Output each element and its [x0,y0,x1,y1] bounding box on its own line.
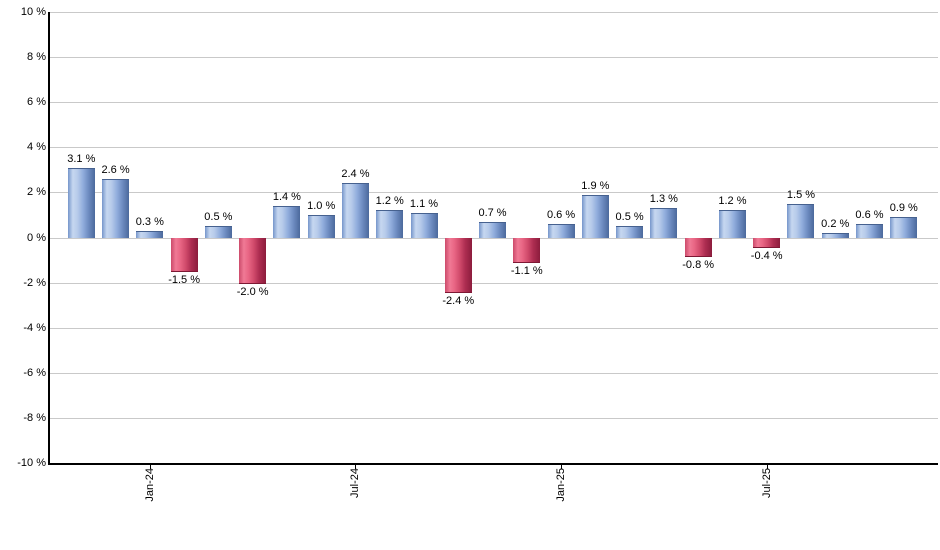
y-axis-tick-label: 6 % [27,96,46,109]
gridline [49,327,938,329]
gridline [49,372,938,374]
bar-value-label: 0.5 % [204,211,233,224]
bar [890,217,918,239]
bar [102,178,130,239]
bar-value-label: 0.9 % [889,202,918,215]
x-axis-tick-label: Jul-24 [349,468,362,498]
bar [753,237,781,248]
bar-value-label: 1.2 % [375,195,404,208]
bar [341,183,369,239]
y-axis-tick-label: -4 % [23,321,46,334]
bar-value-label: -2.0 % [236,285,269,298]
bar-value-label: 0.3 % [135,215,164,228]
bar-value-label: 0.6 % [855,208,884,221]
y-axis-tick-label: 2 % [27,186,46,199]
x-axis-tick-mark [149,465,151,469]
bar-value-label: 3.1 % [67,152,96,165]
bar-value-label: 1.5 % [786,188,816,201]
bar-value-label: 2.4 % [341,168,370,181]
bar [581,194,609,239]
bar [239,237,267,284]
gridline [49,57,938,59]
bar-value-label: -1.5 % [168,274,201,287]
x-axis-tick-mark [355,465,357,469]
bar [856,223,883,239]
x-axis-tick-label: Jan-25 [555,468,568,502]
bar-value-label: 2.6 % [101,163,130,176]
bar [547,223,575,239]
y-axis-tick-label: -8 % [23,411,46,424]
gridline [49,147,938,149]
bar-value-label: -2.4 % [442,294,475,307]
bar [273,205,301,239]
y-axis-tick-label: 4 % [27,141,46,154]
y-axis-tick-label: -10 % [17,457,46,469]
x-axis-tick-mark [561,465,563,469]
bar [684,237,712,257]
bar [616,226,644,239]
bar [204,226,232,239]
bar-value-label: 0.7 % [478,206,507,219]
bar-value-label: 1.0 % [307,199,336,212]
bar-value-label: -0.8 % [682,258,715,271]
bar [479,221,507,239]
gridline [49,417,938,419]
bar-value-label: 1.1 % [409,197,439,210]
bar [718,210,746,239]
bar-value-label: -0.4 % [750,249,783,262]
bar [67,167,95,239]
bar [513,237,541,264]
bar [410,212,438,239]
x-axis-tick-mark [766,465,768,469]
bar [170,237,198,273]
y-axis-tick-label: -2 % [23,276,46,289]
bar [787,203,815,239]
bar [376,210,404,239]
bar-value-label: 0.6 % [547,208,576,221]
y-axis-tick-label: 8 % [27,51,46,64]
y-axis-line [48,12,50,465]
y-axis-tick-label: 10 % [20,6,46,18]
gridline [49,12,938,13]
bar [136,230,164,239]
bar [444,237,472,293]
gridline [49,282,938,284]
bar-value-label: 0.2 % [821,217,850,230]
bar-value-label: 1.9 % [581,179,610,192]
y-axis-tick-label: 0 % [27,231,46,244]
bar-value-label: 1.4 % [272,190,301,203]
bar-value-label: 0.5 % [615,211,644,224]
x-axis-tick-label: Jan-24 [143,468,156,502]
gridline [49,192,938,194]
x-axis-tick-label: Jul-25 [760,468,773,498]
gridline [49,102,938,104]
x-axis-line [48,463,938,465]
bar [650,208,678,239]
bar-value-label: -1.1 % [510,265,543,278]
bar [307,214,335,239]
bar-value-label: 1.3 % [649,193,678,206]
y-axis-tick-label: -6 % [23,366,46,379]
bar [821,232,849,239]
bar-value-label: 1.2 % [718,195,747,208]
